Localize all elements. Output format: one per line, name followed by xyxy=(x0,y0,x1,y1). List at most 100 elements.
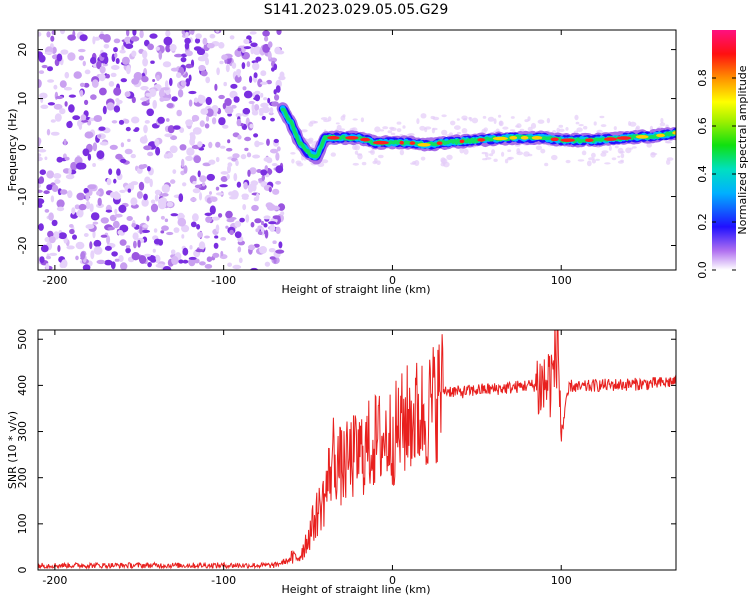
noise-blob xyxy=(272,240,277,244)
x-tick-label: 0 xyxy=(389,574,396,587)
noise-blob xyxy=(92,142,98,152)
noise-blob xyxy=(51,219,58,227)
noise-blob xyxy=(69,224,74,228)
noise-blob xyxy=(219,145,226,149)
noise-blob xyxy=(69,228,75,235)
noise-blob xyxy=(170,135,178,141)
x-tick-label: -100 xyxy=(211,274,236,287)
noise-blob xyxy=(76,192,85,201)
noise-blob xyxy=(160,230,165,234)
spectrogram-y-label: Frequency (Hz) xyxy=(6,109,19,192)
noise-blob xyxy=(272,215,281,220)
noise-blob xyxy=(163,36,173,46)
noise-blob xyxy=(243,38,250,45)
noise-blob xyxy=(100,52,108,58)
noise-blob xyxy=(60,189,68,195)
noise-blob xyxy=(66,245,75,250)
haze-blob xyxy=(576,127,583,132)
haze-blob xyxy=(424,126,432,130)
noise-blob xyxy=(58,232,67,240)
signal-peak xyxy=(585,138,594,142)
spectrogram-frame xyxy=(37,29,677,271)
noise-blob xyxy=(262,43,270,53)
noise-blob xyxy=(195,248,204,253)
haze-blob xyxy=(619,150,625,154)
noise-blob xyxy=(182,247,189,256)
noise-blob xyxy=(249,123,254,129)
noise-blob xyxy=(102,34,111,43)
noise-blob xyxy=(181,158,185,168)
noise-blob xyxy=(90,250,95,260)
noise-blob xyxy=(54,179,61,184)
noise-blob xyxy=(67,34,76,41)
noise-blob xyxy=(51,184,59,192)
noise-blob xyxy=(229,195,238,200)
noise-blob xyxy=(132,232,139,240)
noise-blob xyxy=(142,57,149,67)
noise-blob xyxy=(85,224,95,230)
noise-blob xyxy=(80,114,87,121)
noise-blob xyxy=(143,124,148,134)
noise-blob xyxy=(99,141,109,146)
noise-blob xyxy=(254,218,262,224)
noise-blob xyxy=(166,201,174,207)
noise-blob xyxy=(267,51,272,60)
noise-blob xyxy=(250,42,258,48)
noise-blob xyxy=(191,114,200,122)
x-tick-label: 0 xyxy=(389,274,396,287)
haze-blob xyxy=(489,153,494,157)
haze-blob xyxy=(632,146,637,149)
noise-blob xyxy=(167,125,175,134)
noise-blob xyxy=(253,243,260,248)
haze-blob xyxy=(387,130,393,134)
noise-blob xyxy=(180,57,187,63)
haze-blob xyxy=(556,127,560,133)
noise-blob xyxy=(188,256,197,260)
noise-blob xyxy=(64,71,70,79)
snr-series-line xyxy=(38,330,676,570)
noise-blob xyxy=(154,138,160,147)
haze-blob xyxy=(574,114,579,121)
haze-blob xyxy=(441,114,447,118)
noise-blob xyxy=(119,189,126,193)
haze-blob xyxy=(301,129,308,133)
haze-blob xyxy=(442,161,450,168)
signal-peak xyxy=(373,140,389,145)
noise-blob xyxy=(138,255,147,264)
noise-blob xyxy=(130,153,136,159)
noise-blob xyxy=(130,197,138,206)
noise-blob xyxy=(162,266,172,270)
colorbar-ticks: 0.0 0.2 0.4 0.6 0.8 xyxy=(696,69,736,279)
noise-blob xyxy=(166,103,174,109)
noise-blob xyxy=(133,240,137,249)
noise-blob xyxy=(78,55,85,61)
haze-blob xyxy=(354,144,360,151)
haze-blob xyxy=(491,149,496,155)
noise-blob xyxy=(126,216,133,221)
noise-blob xyxy=(209,205,216,215)
haze-blob xyxy=(377,154,384,159)
noise-blob xyxy=(169,77,173,87)
haze-blob xyxy=(591,159,597,164)
noise-blob xyxy=(41,64,48,69)
noise-blob xyxy=(275,226,281,234)
noise-blob xyxy=(118,204,127,213)
noise-blob xyxy=(181,224,190,233)
noise-blob xyxy=(269,256,276,260)
noise-blob xyxy=(155,46,160,51)
noise-blob xyxy=(61,259,68,268)
noise-blob xyxy=(156,74,160,82)
noise-blob xyxy=(194,184,202,189)
noise-blob xyxy=(106,102,115,111)
noise-blob xyxy=(215,186,220,191)
noise-blob xyxy=(163,153,168,159)
noise-blob xyxy=(92,221,99,225)
noise-blob xyxy=(215,156,220,163)
noise-blob xyxy=(263,97,268,101)
noise-blob xyxy=(97,197,102,206)
noise-blob xyxy=(185,50,193,57)
haze-blob xyxy=(499,120,503,126)
noise-blob xyxy=(124,36,132,44)
haze-blob xyxy=(320,117,328,121)
haze-blob xyxy=(459,147,465,154)
